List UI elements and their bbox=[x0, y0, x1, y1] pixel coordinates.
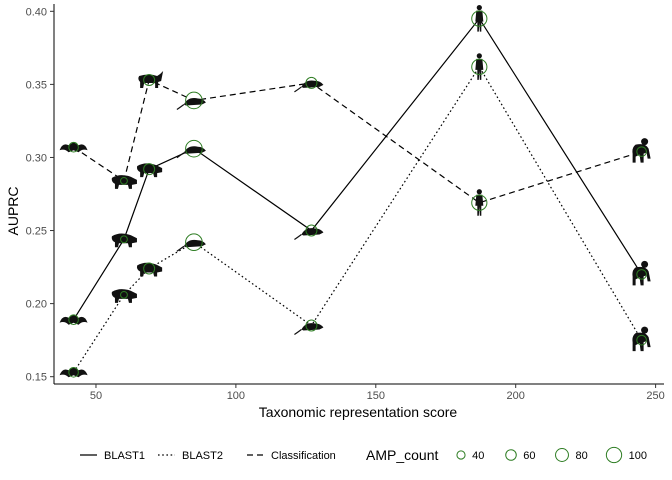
data-point bbox=[636, 146, 647, 157]
boar-icon bbox=[136, 163, 163, 178]
size-legend-key bbox=[555, 448, 569, 462]
data-point bbox=[471, 10, 488, 27]
boar-icon bbox=[111, 233, 137, 248]
size-legend-key bbox=[605, 446, 623, 464]
y-tick-label: 0.20 bbox=[26, 299, 47, 311]
human-icon bbox=[475, 189, 484, 216]
x-tick-label: 200 bbox=[507, 390, 525, 402]
ox-icon bbox=[138, 71, 164, 88]
size-legend-title: AMP_count bbox=[366, 447, 438, 463]
series-line-classification bbox=[73, 79, 642, 204]
data-point bbox=[120, 290, 128, 299]
data-point bbox=[68, 141, 79, 153]
data-point bbox=[305, 76, 318, 89]
boar-icon bbox=[111, 289, 137, 303]
size-legend: AMP_count 40 60 80 100 bbox=[366, 446, 647, 464]
bat-icon bbox=[59, 142, 88, 153]
x-tick-label: 100 bbox=[227, 390, 245, 402]
y-tick-label: 0.15 bbox=[26, 372, 47, 384]
data-point bbox=[471, 58, 488, 75]
axes: 50 100 150 200 250 0.15 0.20 0.25 0.30 0.35 0.40 bbox=[26, 4, 665, 402]
x-tick-label: 150 bbox=[367, 390, 385, 402]
rat-icon bbox=[294, 323, 324, 336]
rat-icon bbox=[176, 239, 206, 252]
data-point bbox=[143, 262, 156, 275]
x-tick-label: 50 bbox=[90, 390, 102, 402]
size-legend-label: 80 bbox=[575, 450, 587, 462]
boar-icon bbox=[111, 175, 137, 189]
data-point bbox=[471, 194, 488, 211]
y-tick-label: 0.25 bbox=[26, 226, 47, 238]
size-legend-key bbox=[456, 450, 466, 460]
series-lines bbox=[73, 17, 643, 373]
rat-icon bbox=[294, 80, 324, 93]
rat-icon bbox=[176, 98, 206, 110]
y-tick-label: 0.35 bbox=[26, 79, 47, 91]
data-point bbox=[185, 91, 203, 110]
bat-icon bbox=[59, 314, 88, 325]
x-axis-title: Taxonomic representation score bbox=[259, 404, 458, 420]
size-legend-label: 100 bbox=[629, 450, 647, 462]
chimp-icon bbox=[632, 326, 651, 352]
data-point bbox=[305, 224, 318, 237]
size-legend-key bbox=[505, 449, 517, 461]
y-tick-label: 0.40 bbox=[26, 6, 47, 18]
data-point bbox=[185, 233, 203, 252]
data-point bbox=[120, 176, 128, 185]
size-legend-label: 40 bbox=[472, 450, 484, 462]
data-point bbox=[143, 74, 156, 86]
data-point bbox=[305, 319, 318, 332]
chimp-icon bbox=[632, 138, 651, 163]
legend-label-blast2: BLAST2 bbox=[182, 450, 223, 462]
data-point bbox=[185, 139, 203, 158]
data-point bbox=[636, 334, 647, 346]
data-point bbox=[68, 367, 79, 378]
rat-icon bbox=[294, 228, 324, 241]
rat-icon bbox=[176, 146, 206, 159]
series-points bbox=[68, 10, 647, 378]
data-point bbox=[636, 269, 647, 280]
human-icon bbox=[475, 53, 484, 80]
size-legend-label: 60 bbox=[523, 450, 535, 462]
data-point bbox=[120, 235, 128, 244]
legend-label-classification: Classification bbox=[271, 450, 336, 462]
y-tick-label: 0.30 bbox=[26, 152, 47, 164]
bat-icon bbox=[59, 367, 88, 378]
x-tick-label: 250 bbox=[646, 390, 664, 402]
human-icon bbox=[475, 5, 484, 32]
series-line-blast2 bbox=[73, 65, 643, 373]
animal-glyphs bbox=[59, 5, 651, 378]
data-point bbox=[68, 314, 79, 325]
y-axis-title: AUPRC bbox=[5, 186, 21, 235]
legend-label-blast1: BLAST1 bbox=[104, 450, 145, 462]
linetype-legend: BLAST1 BLAST2 Classification bbox=[80, 450, 336, 462]
boar-icon bbox=[136, 262, 163, 277]
data-point bbox=[143, 163, 156, 176]
